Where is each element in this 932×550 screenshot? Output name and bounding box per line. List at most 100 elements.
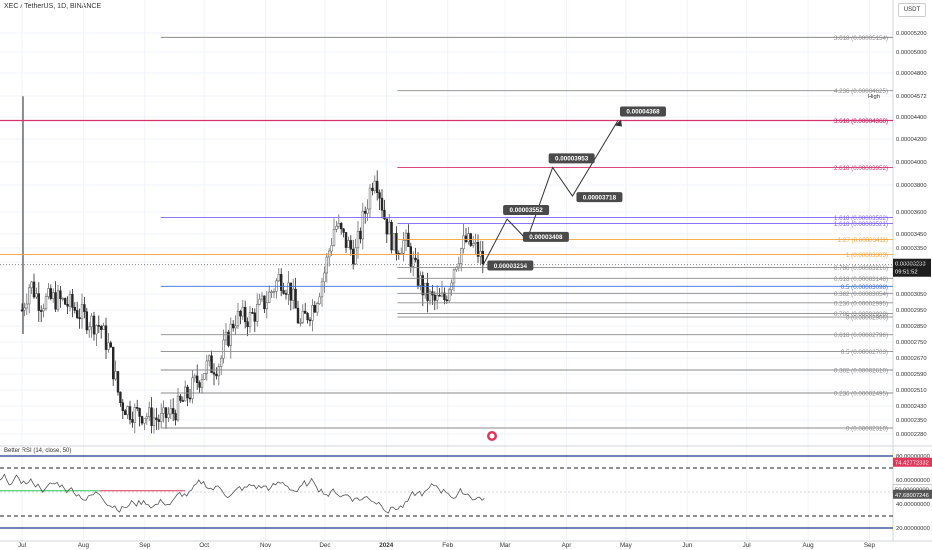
candle-body — [140, 416, 144, 424]
candle-body — [445, 299, 448, 302]
candle-body — [116, 371, 120, 393]
time-tick-label: Oct — [199, 542, 209, 549]
candle-body — [426, 282, 429, 301]
candle-body — [373, 180, 376, 191]
price-tick-label: 0.00003600 — [896, 210, 927, 216]
time-tick-label: May — [620, 542, 633, 549]
candle-body — [375, 180, 379, 193]
candle-body — [102, 325, 105, 330]
projection-label-bg — [522, 231, 569, 242]
candle-body — [107, 342, 110, 350]
candle-body — [143, 418, 146, 424]
candle-body — [416, 259, 420, 286]
candle-body — [332, 229, 336, 246]
last-price-value: 0.00003233 — [895, 262, 926, 268]
candle-body — [200, 378, 204, 388]
time-tick-label: Jun — [682, 542, 693, 549]
fib-level-label: 1.27 (0.00003411) — [838, 237, 888, 244]
time-tick-label: Feb — [442, 542, 453, 549]
candle-body — [128, 406, 132, 420]
candle-body — [208, 355, 211, 362]
candle-body — [335, 225, 338, 230]
candle-body — [114, 371, 117, 380]
candle-body — [392, 233, 396, 251]
candle-body — [54, 292, 57, 310]
rsi-tick-label: 80.00000000 — [896, 454, 930, 460]
candle-body — [220, 357, 223, 367]
candle-body — [222, 339, 225, 359]
candle-body — [51, 292, 55, 299]
fib-level-label: 1 (0.00003303) — [846, 252, 888, 259]
candle-body — [311, 305, 314, 321]
candle-body — [368, 187, 372, 210]
fib-level-label: 3.618 (0.00004368) — [834, 118, 888, 125]
projection-label-bg — [576, 192, 623, 203]
candle-body — [279, 274, 283, 291]
candle-body — [42, 308, 45, 312]
rsi-indicator-label[interactable]: Better RSI (14, close, 50) — [4, 448, 72, 454]
fib-level-label: 0.786 (0.00003216) — [834, 265, 888, 272]
candle-body — [71, 294, 74, 308]
projection-label: 0.00003408 — [529, 234, 563, 241]
candle-body — [59, 290, 62, 299]
candle-body — [66, 304, 69, 307]
candle-body — [88, 326, 91, 331]
candle-body — [351, 248, 355, 265]
fib-level-label: 1.618 (0.00003562) — [834, 215, 888, 222]
candle-body — [27, 287, 31, 305]
currency-selector[interactable]: USDT — [898, 3, 926, 17]
candle-body — [246, 321, 249, 328]
candle-body — [318, 296, 321, 304]
candle-body — [205, 360, 208, 374]
candle-body — [347, 240, 350, 248]
fib-level-label: 0.5 (0.00003098) — [841, 284, 888, 291]
candle-body — [121, 402, 125, 411]
candle-body — [167, 413, 170, 419]
fib-level-label: 0.618 (0.00002796) — [834, 332, 888, 339]
price-tick-label: 0.00004800 — [896, 71, 927, 77]
candle-body — [443, 292, 446, 301]
projection-label: 0.00003552 — [509, 207, 543, 214]
fib-level-label: 0.236 (0.00002995) — [834, 300, 888, 307]
candle-body — [174, 413, 177, 421]
candle-body — [383, 209, 386, 220]
time-tick-label: Jul — [743, 542, 751, 549]
projection-label-bg — [619, 106, 666, 117]
candle-body — [234, 325, 237, 329]
time-tick-label: Aug — [78, 542, 90, 549]
candle-body — [474, 241, 477, 244]
candle-body — [56, 290, 60, 310]
candle-body — [385, 218, 388, 235]
price-tick-label: 0.00002510 — [896, 388, 927, 394]
candle-body — [215, 373, 218, 377]
time-tick-label: Mar — [500, 542, 511, 549]
candle-body — [361, 210, 364, 240]
candle-body — [380, 197, 384, 211]
time-tick-label: Apr — [562, 542, 572, 549]
time-tick-label: Dec — [319, 542, 330, 549]
candle-body — [248, 312, 252, 328]
candle-body — [186, 386, 189, 399]
candle-body — [49, 288, 53, 299]
projection-arrowhead — [614, 119, 622, 127]
candle-body — [203, 373, 206, 380]
price-tick-label: 0.00002950 — [896, 308, 927, 314]
candle-body — [196, 375, 199, 383]
candle-body — [30, 281, 33, 289]
price-tick-label: 0.00002750 — [896, 340, 927, 346]
rsi-value-tag — [893, 489, 932, 499]
candle-body — [263, 295, 266, 310]
candle-body — [409, 246, 412, 267]
candle-body — [126, 406, 129, 416]
candle-body — [112, 346, 115, 380]
candle-body — [296, 307, 300, 324]
symbol-header[interactable]: XEC / TetherUS, 1D, BINANCE — [4, 3, 102, 10]
candle-body — [421, 275, 424, 296]
candle-body — [169, 408, 172, 415]
candle-body — [342, 228, 345, 233]
candle-body — [181, 400, 184, 402]
price-tick-label: 0.00002850 — [896, 324, 927, 330]
candle-body — [404, 232, 408, 241]
rsi-value-label: 47.68007246 — [895, 493, 929, 499]
